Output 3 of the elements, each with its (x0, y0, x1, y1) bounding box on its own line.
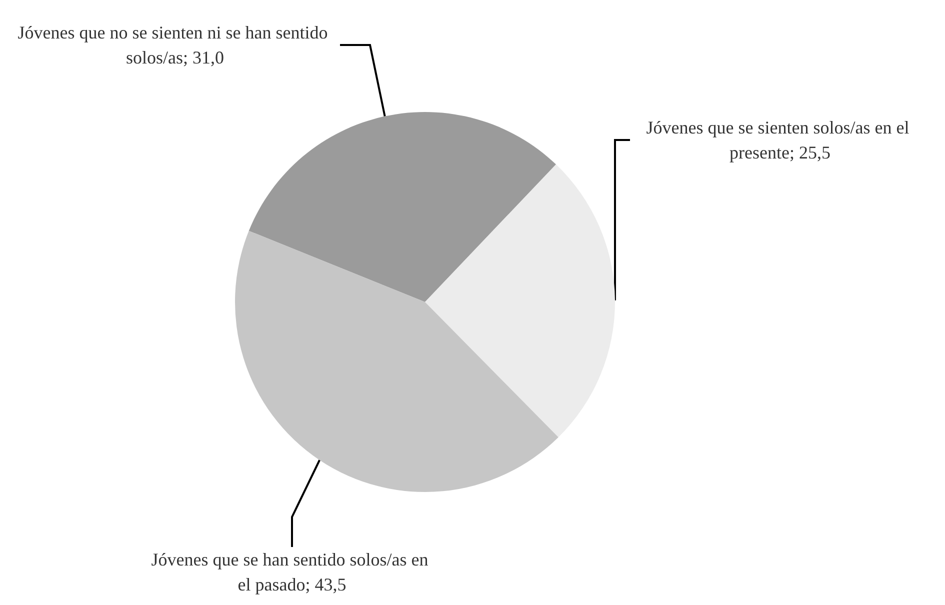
slice-label: Jóvenes que se sienten solos/as en el presente; 25,5 (646, 118, 914, 162)
slice-label: Jóvenes que se han sentido solos/as en el pasado; 43,5 (151, 550, 433, 594)
slice-label: Jóvenes que no se sienten ni se han sentido solos/as; 31,0 (18, 22, 332, 68)
